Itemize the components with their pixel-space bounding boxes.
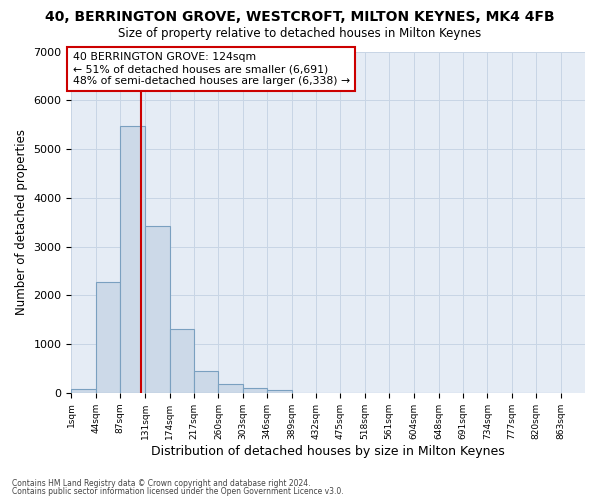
Bar	[218, 384, 243, 393]
Bar	[96, 282, 120, 393]
Bar	[71, 389, 96, 393]
Text: 40 BERRINGTON GROVE: 124sqm
← 51% of detached houses are smaller (6,691)
48% of : 40 BERRINGTON GROVE: 124sqm ← 51% of det…	[73, 52, 350, 86]
Bar	[145, 226, 170, 393]
Bar	[194, 371, 218, 393]
Bar	[243, 388, 267, 393]
Bar	[267, 390, 292, 393]
Text: 40, BERRINGTON GROVE, WESTCROFT, MILTON KEYNES, MK4 4FB: 40, BERRINGTON GROVE, WESTCROFT, MILTON …	[45, 10, 555, 24]
Text: Contains HM Land Registry data © Crown copyright and database right 2024.: Contains HM Land Registry data © Crown c…	[12, 478, 311, 488]
Bar	[120, 126, 145, 393]
Text: Contains public sector information licensed under the Open Government Licence v3: Contains public sector information licen…	[12, 487, 344, 496]
Bar	[170, 329, 194, 393]
Y-axis label: Number of detached properties: Number of detached properties	[15, 129, 28, 315]
Text: Size of property relative to detached houses in Milton Keynes: Size of property relative to detached ho…	[118, 28, 482, 40]
X-axis label: Distribution of detached houses by size in Milton Keynes: Distribution of detached houses by size …	[151, 444, 505, 458]
